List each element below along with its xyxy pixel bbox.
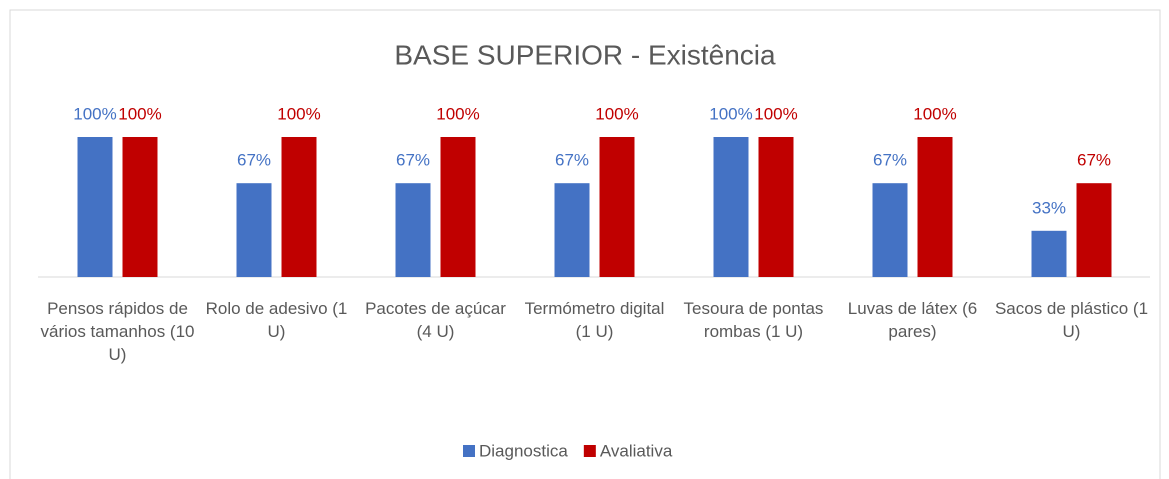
legend-swatch bbox=[463, 445, 475, 457]
bar bbox=[713, 137, 749, 277]
bar bbox=[872, 183, 908, 277]
x-tick-label: Luvas de látex (6 pares) bbox=[847, 299, 978, 341]
bar bbox=[1031, 230, 1067, 277]
bar bbox=[440, 137, 476, 277]
bar bbox=[1076, 183, 1112, 277]
bar bbox=[599, 137, 635, 277]
x-tick-label: Pensos rápidos de vários tamanhos (10 U) bbox=[40, 299, 195, 364]
value-label: 100% bbox=[913, 104, 956, 123]
x-tick-label: Tesoura de pontas rombas (1 U) bbox=[683, 299, 824, 341]
value-label: 67% bbox=[555, 151, 589, 170]
value-label: 67% bbox=[1077, 151, 1111, 170]
legend-label: Avaliativa bbox=[600, 441, 673, 460]
bar bbox=[122, 137, 158, 277]
value-label: 100% bbox=[277, 104, 320, 123]
value-label: 67% bbox=[237, 151, 271, 170]
value-label: 100% bbox=[709, 104, 752, 123]
bar bbox=[236, 183, 272, 277]
value-label: 100% bbox=[73, 104, 116, 123]
x-tick-label: Pacotes de açúcar (4 U) bbox=[365, 299, 506, 341]
value-label: 67% bbox=[873, 151, 907, 170]
x-tick-label: Sacos de plástico (1 U) bbox=[994, 299, 1149, 341]
x-tick-label: Rolo de adesivo (1 U) bbox=[205, 299, 348, 341]
value-label: 67% bbox=[396, 151, 430, 170]
bar bbox=[77, 137, 113, 277]
chart-title: BASE SUPERIOR - Existência bbox=[394, 39, 776, 70]
legend-swatch bbox=[583, 445, 596, 457]
bar bbox=[281, 137, 317, 277]
bar bbox=[758, 137, 794, 277]
x-tick-label: Termómetro digital (1 U) bbox=[524, 299, 665, 341]
value-label: 100% bbox=[754, 104, 797, 123]
bar bbox=[554, 183, 590, 277]
value-label: 100% bbox=[436, 104, 479, 123]
chart-border bbox=[9, 9, 1161, 479]
bar bbox=[917, 137, 953, 277]
value-label: 33% bbox=[1032, 198, 1066, 217]
bar bbox=[395, 183, 431, 277]
legend-label: Diagnostica bbox=[479, 441, 568, 460]
value-label: 100% bbox=[118, 104, 161, 123]
value-label: 100% bbox=[595, 104, 638, 123]
